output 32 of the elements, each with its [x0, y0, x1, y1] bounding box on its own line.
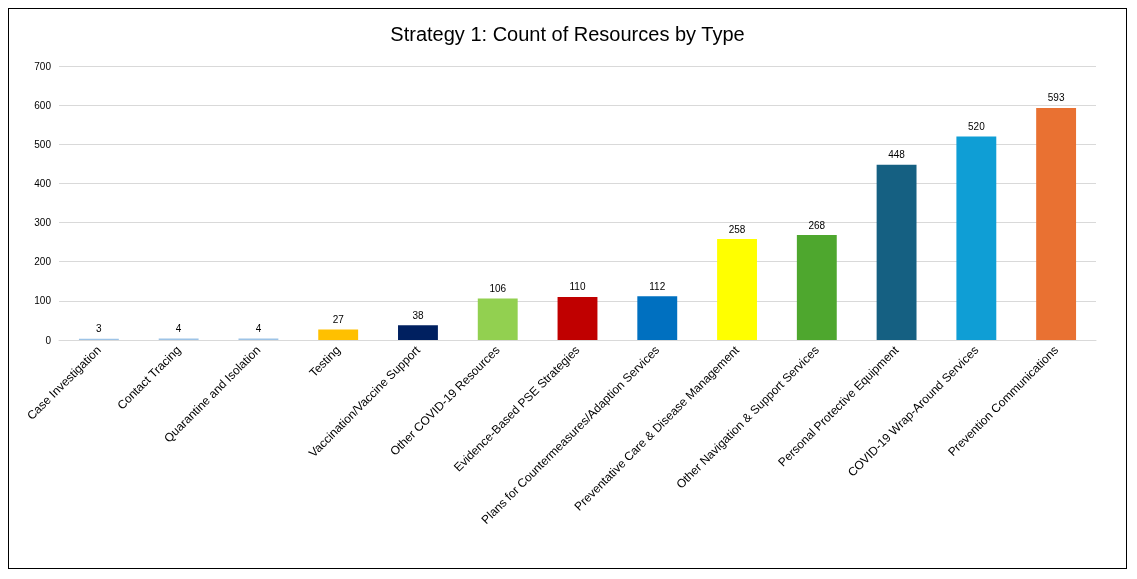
- bar: [557, 296, 598, 340]
- bar: [477, 298, 518, 340]
- data-label: 520: [968, 120, 986, 132]
- y-tick-label: 600: [34, 99, 52, 111]
- y-tick-label: 200: [34, 256, 52, 268]
- data-label: 4: [255, 322, 262, 334]
- data-label: 110: [569, 281, 586, 293]
- data-label: 258: [728, 223, 746, 235]
- y-tick-label: 400: [34, 177, 52, 189]
- data-label: 593: [1047, 92, 1065, 104]
- bar: [398, 325, 438, 340]
- y-tick-label: 700: [34, 60, 52, 72]
- bar: [876, 164, 917, 340]
- bar: [318, 329, 359, 340]
- y-tick-label: 500: [34, 138, 52, 150]
- data-label: 27: [332, 313, 345, 325]
- chart-title: Strategy 1: Count of Resources by Type: [390, 23, 745, 45]
- data-label: 3: [96, 323, 103, 335]
- bar: [717, 239, 757, 340]
- bar: [796, 235, 837, 340]
- y-tick-label: 0: [45, 334, 52, 346]
- data-label: 448: [888, 149, 906, 161]
- data-label: 112: [649, 280, 666, 292]
- y-tick-label: 100: [34, 295, 52, 307]
- data-label: 38: [412, 309, 424, 321]
- bar: [1036, 107, 1077, 340]
- y-tick-label: 300: [34, 217, 52, 229]
- data-label: 106: [489, 283, 507, 295]
- bar: [956, 136, 997, 340]
- data-label: 268: [808, 219, 826, 231]
- data-label: 4: [175, 322, 182, 334]
- bar: [637, 296, 678, 340]
